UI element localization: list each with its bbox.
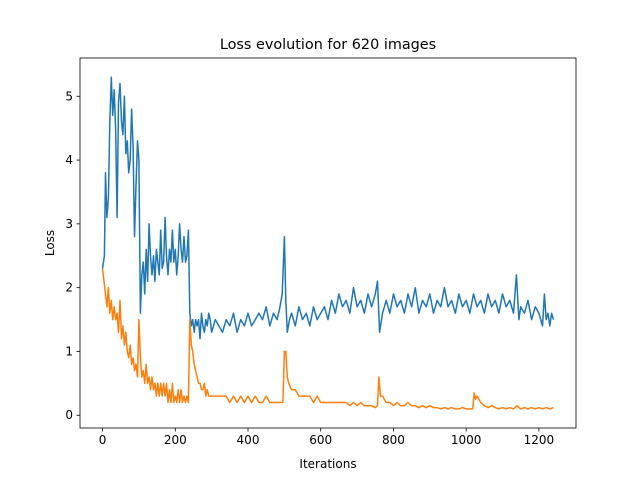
- x-tick-label: 200: [164, 433, 187, 447]
- x-tick-label: 800: [382, 433, 405, 447]
- x-tick-label: 0: [99, 433, 107, 447]
- y-tick-label: 0: [65, 408, 73, 422]
- series-line-1: [101, 76, 555, 340]
- x-tick-label: 600: [309, 433, 332, 447]
- y-tick-label: 4: [65, 153, 73, 167]
- y-tick-label: 1: [65, 344, 73, 358]
- x-tick-label: 400: [237, 433, 260, 447]
- y-axis-ticks: 0 1 2 3 4 5: [65, 89, 80, 422]
- y-tick-label: 2: [65, 281, 73, 295]
- x-axis-label: Iterations: [299, 457, 356, 471]
- x-axis-ticks: 0 200 400 600 800 1000 1200: [99, 428, 554, 447]
- y-tick-label: 5: [65, 89, 73, 103]
- series-line-2: [101, 268, 554, 410]
- x-tick-label: 1200: [524, 433, 555, 447]
- plot-frame: [79, 57, 577, 429]
- y-axis-label: Loss: [43, 230, 57, 256]
- y-tick-label: 3: [65, 217, 73, 231]
- series-layer: [101, 76, 555, 410]
- chart-title: Loss evolution for 620 images: [220, 37, 436, 53]
- x-tick-label: 1000: [451, 433, 482, 447]
